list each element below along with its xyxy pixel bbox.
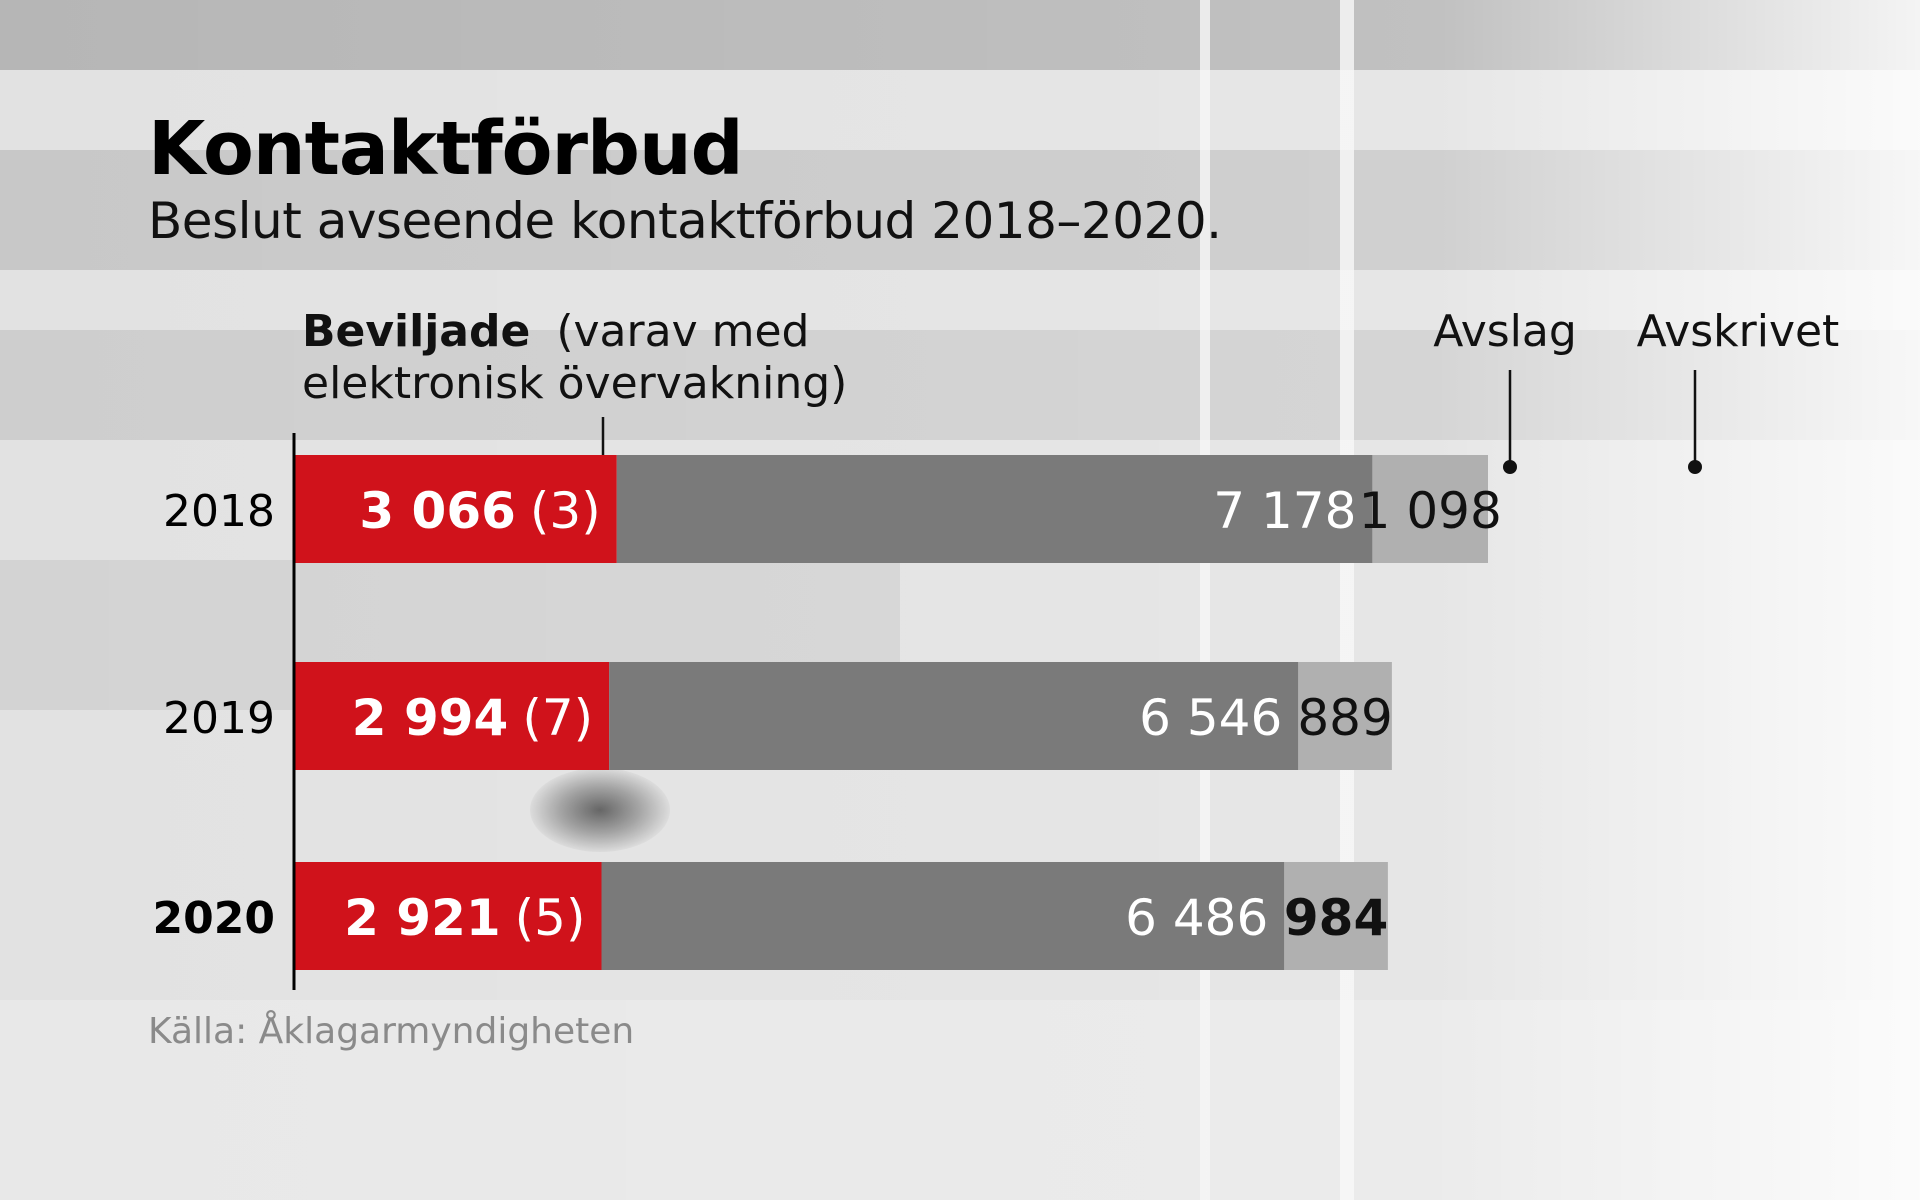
bar-beviljade-2020 <box>294 862 602 970</box>
bar-avslag-2018 <box>616 455 1373 563</box>
bar-beviljade-2019 <box>294 662 610 770</box>
bar-avslag-2019 <box>609 662 1299 770</box>
bar-avskrivet-2019 <box>1298 662 1392 770</box>
legend-avslag: Avslag <box>1433 306 1577 357</box>
data-label-avslag-2019: 6 546 <box>1139 689 1282 747</box>
bar-avskrivet-2020 <box>1284 862 1388 970</box>
chart-subtitle: Beslut avseende kontaktförbud 2018–2020. <box>148 192 1222 250</box>
data-label-avskrivet-2020: 984 <box>1284 889 1388 947</box>
legend-beviljade-bold: Beviljade <box>302 306 530 357</box>
data-label-avskrivet-2018: 1 098 <box>1359 482 1502 540</box>
data-label-avslag-2018: 7 178 <box>1213 482 1356 540</box>
legend-avskrivet: Avskrivet <box>1637 306 1840 357</box>
bar-avskrivet-2018 <box>1372 455 1488 563</box>
data-label-elektronisk-overvakning: (5) <box>515 889 586 947</box>
data-label-beviljade-2018: 3 066 (3) <box>359 482 600 540</box>
data-label-beviljade-2020: 2 921 (5) <box>344 889 585 947</box>
data-label-beviljade-value: 2 921 <box>344 889 501 947</box>
source-note: Källa: Åklagarmyndigheten <box>148 1011 635 1052</box>
data-label-avskrivet-2019: 889 <box>1297 689 1392 747</box>
labels-group: 2018 3 066 (3) 7 178 1 098 2019 2 994 (7) 6 546 8… <box>153 482 1502 947</box>
data-label-elektronisk-overvakning: (7) <box>522 689 593 747</box>
legend-beviljade-rest: (varav med <box>556 306 809 357</box>
chart-title: Kontaktförbud <box>148 106 744 192</box>
y-tick-label-2019: 2019 <box>163 693 275 744</box>
data-label-beviljade-value: 2 994 <box>352 689 509 747</box>
data-label-beviljade-2019: 2 994 (7) <box>352 689 593 747</box>
y-tick-label-2018: 2018 <box>163 486 275 537</box>
data-label-beviljade-value: 3 066 <box>359 482 516 540</box>
legend-beviljade: Beviljade (varav med <box>302 306 809 357</box>
bar-beviljade-2018 <box>294 455 617 563</box>
data-label-elektronisk-overvakning: (3) <box>530 482 601 540</box>
bars-group <box>294 455 1488 970</box>
bar-avslag-2020 <box>601 862 1285 970</box>
legend-beviljade-line2: elektronisk övervakning) <box>302 358 847 409</box>
y-tick-label-2020: 2020 <box>153 893 275 944</box>
data-label-avslag-2020: 6 486 <box>1125 889 1268 947</box>
